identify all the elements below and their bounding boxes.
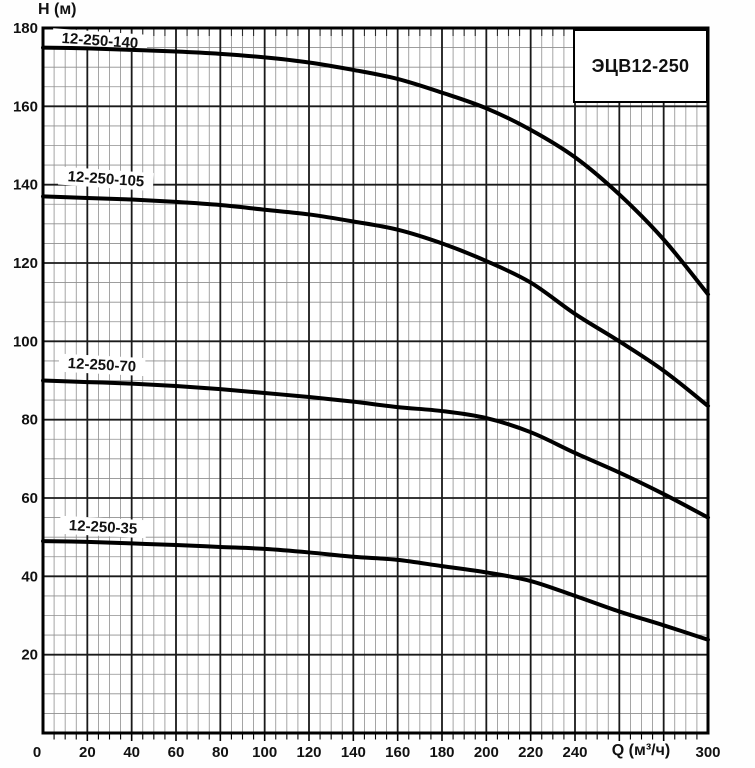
y-tick-label: 100 <box>13 333 38 350</box>
y-tick-label: 80 <box>21 412 38 429</box>
x-tick-label: 240 <box>562 744 587 761</box>
x-tick-label: 40 <box>123 744 140 761</box>
chart-title-box: ЭЦВ12-250 <box>573 29 708 103</box>
x-tick-label: 80 <box>212 744 229 761</box>
x-tick-label: 60 <box>168 744 185 761</box>
y-tick-label: 120 <box>13 255 38 272</box>
curve-12-250-70 <box>41 378 710 520</box>
curve-label-12-250-35: 12-250-35 <box>68 517 137 538</box>
x-tick-label: 300 <box>695 744 720 761</box>
x-tick-label: 220 <box>518 744 543 761</box>
curve-label-bg <box>59 515 147 539</box>
x-tick-label: 140 <box>341 744 366 761</box>
x-tick-label: 20 <box>79 744 96 761</box>
y-tick-label: 160 <box>13 98 38 115</box>
curve-label-bg <box>58 353 146 377</box>
x-tick-label: 160 <box>385 744 410 761</box>
y-tick-label: 20 <box>21 647 38 664</box>
curve-12-250-140 <box>41 45 710 297</box>
x-tick-label: 120 <box>296 744 321 761</box>
x-axis-title: Q (м³/ч) <box>611 742 671 759</box>
y-tick-label: 180 <box>13 20 38 37</box>
curve-12-250-35 <box>41 539 710 642</box>
y-tick-label: 140 <box>13 177 38 194</box>
x-tick-label: 180 <box>429 744 454 761</box>
x-tick-label: 200 <box>474 744 499 761</box>
x-tick-label: 100 <box>252 744 277 761</box>
curve-label-12-250-105: 12-250-105 <box>67 168 145 190</box>
curve-label-12-250-70: 12-250-70 <box>67 355 136 376</box>
curve-label-12-250-140: 12-250-140 <box>61 30 139 52</box>
y-tick-label: 60 <box>21 490 38 507</box>
y-tick-label: 40 <box>21 568 38 585</box>
curve-12-250-105 <box>41 194 710 408</box>
y-axis-title: H (м) <box>38 1 77 18</box>
x-tick-label: 0 <box>33 744 41 761</box>
curve-label-bg <box>57 166 154 192</box>
